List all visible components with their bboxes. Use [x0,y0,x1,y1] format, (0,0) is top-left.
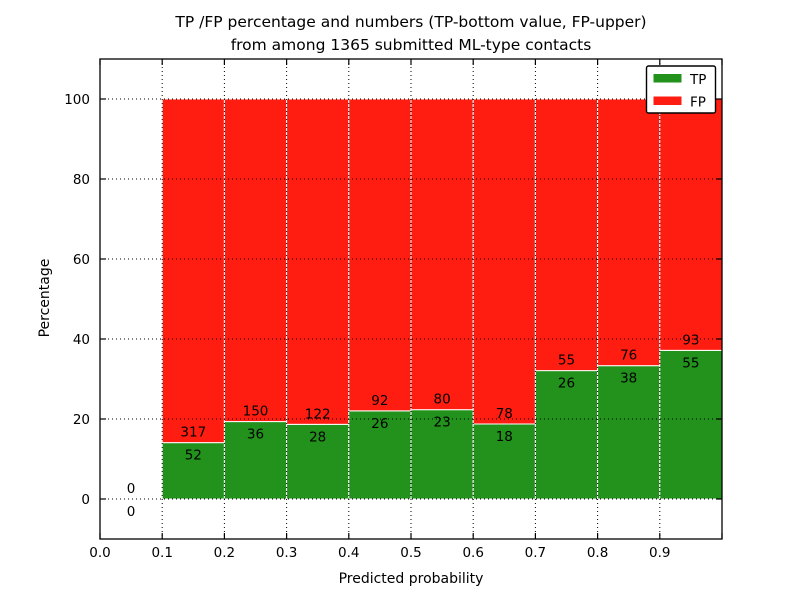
bar-fp-segment [286,98,350,425]
bar-count-label-fp: 317 [180,425,206,441]
bar-count-label-tp: 18 [496,429,513,445]
y-tick-label: 60 [73,252,90,268]
bar-count-label-tp: 0 [127,504,136,520]
plot-area: 0.0 0.1 0.2 0.3 0.4 0.5 0.6 0.7 0.8 0.9 0 20 40 60 80 1… [64,58,723,561]
legend: TP FP [645,65,717,114]
bar-count-label-fp: 55 [558,353,575,369]
bar-tp-segment [659,349,723,500]
x-tick-label: 0.0 [89,545,110,561]
bar-tp-segment [348,410,412,500]
legend-label-tp: TP [689,72,706,88]
chart-title-line1: TP /FP percentage and numbers (TP-bottom… [174,13,646,31]
bar-fp-segment [348,98,412,412]
legend-swatch-fp [652,95,683,106]
bar-count-label-fp: 0 [127,481,136,497]
x-tick-label: 0.2 [214,545,235,561]
bar-count-label-tp: 23 [434,415,451,431]
legend-label-fp: FP [690,95,706,111]
bar-fp-segment [223,98,288,423]
bar-count-label-tp: 26 [371,416,388,432]
bar-tp-segment [161,442,225,500]
legend-swatch-tp [652,73,683,84]
x-tick-label: 0.1 [151,545,172,561]
x-axis-label: Predicted probability [339,571,484,587]
bar-count-label-tp: 52 [185,448,202,464]
bar-count-label-tp: 28 [309,429,326,445]
x-tick-label: 0.8 [587,545,608,561]
bar-tp-segment [223,421,288,500]
bar-fp-segment [161,98,225,444]
y-tick-label: 40 [73,332,90,348]
bar-fp-segment [472,98,536,425]
x-tick-label: 0.6 [462,545,483,561]
bar-count-label-fp: 92 [371,393,388,409]
y-tick-label: 80 [73,172,90,188]
bar-count-label-tp: 26 [558,376,575,392]
bar-tp-segment [597,365,661,500]
y-tick-label: 100 [64,92,90,108]
bar-count-label-tp: 38 [620,371,637,387]
bar-count-label-fp: 122 [305,406,331,422]
bar-fp-segment [597,98,661,367]
x-tick-label: 0.5 [400,545,421,561]
x-tick-label: 0.3 [276,545,297,561]
bar-count-label-tp: 36 [247,427,264,443]
y-tick-label: 0 [81,492,90,508]
bar-fp-segment [534,98,599,372]
x-tick-label: 0.4 [338,545,359,561]
bar-count-label-tp: 55 [682,355,699,371]
y-tick-label: 20 [73,412,90,428]
bar-count-label-fp: 80 [434,392,451,408]
bar-count-label-fp: 150 [243,404,269,420]
bar-tp-segment [534,370,599,500]
bar-tp-segment [410,409,474,500]
bar-fp-segment [410,98,474,411]
x-tick-label: 0.9 [649,545,670,561]
bar-tp-segment [472,423,536,500]
bar-count-label-fp: 76 [620,348,637,364]
bar-count-label-fp: 93 [682,332,699,348]
bar-count-label-fp: 78 [496,406,513,422]
y-axis-label: Percentage [37,259,53,338]
x-tick-label: 0.7 [525,545,546,561]
bar-fp-segment [659,98,723,351]
chart-title-line2: from among 1365 submitted ML-type contac… [231,36,592,54]
